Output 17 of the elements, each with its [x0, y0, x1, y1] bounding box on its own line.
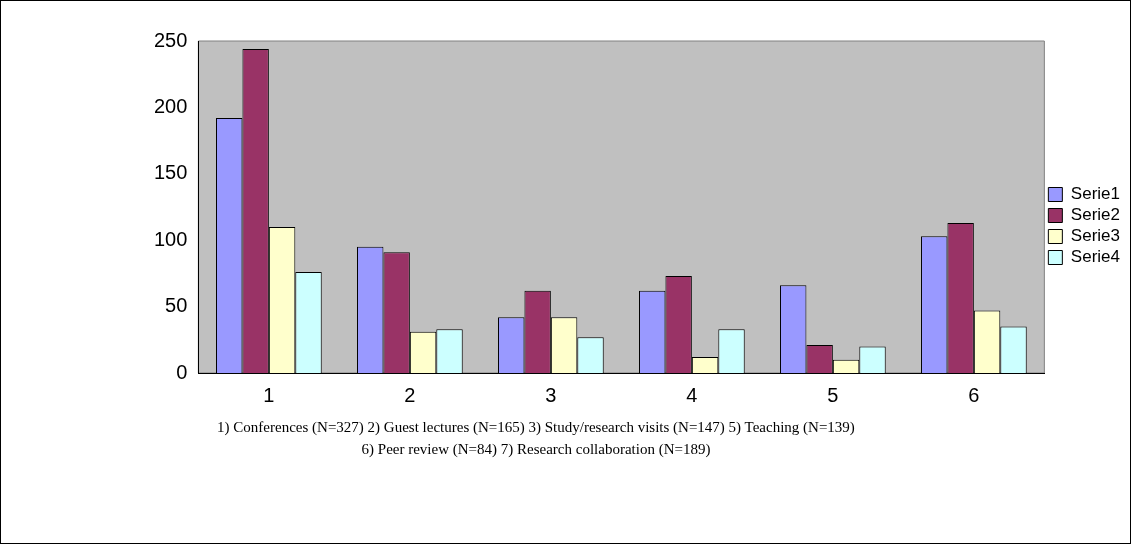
y-tick-label: 50 [165, 294, 188, 317]
x-tick-label: 3 [545, 383, 557, 406]
y-tick-label: 100 [153, 227, 188, 250]
y-tick-label: 250 [153, 28, 188, 51]
y-tick-label: 0 [176, 360, 188, 383]
legend-label: Serie3 [1070, 226, 1120, 246]
y-tick-label: 200 [153, 94, 188, 117]
x-tick-label: 2 [404, 383, 416, 406]
legend-label: Serie4 [1070, 247, 1120, 267]
legend-label: Serie1 [1070, 184, 1120, 204]
x-tick-label: 5 [827, 383, 839, 406]
x-tick-label: 6 [968, 383, 980, 406]
text: 1) Conferences (N=327) 2) Guest lectures (N=165) 3) Study/research visits (N=147) 5) Teaching (N=139) 6) Peer review (N=84) 7) Research collaboration (N=189) [216, 418, 856, 459]
x-tick-label: 1 [263, 383, 275, 406]
legend-label: Serie2 [1070, 205, 1120, 225]
y-tick-label: 150 [153, 161, 188, 184]
x-tick-label: 4 [686, 383, 698, 406]
